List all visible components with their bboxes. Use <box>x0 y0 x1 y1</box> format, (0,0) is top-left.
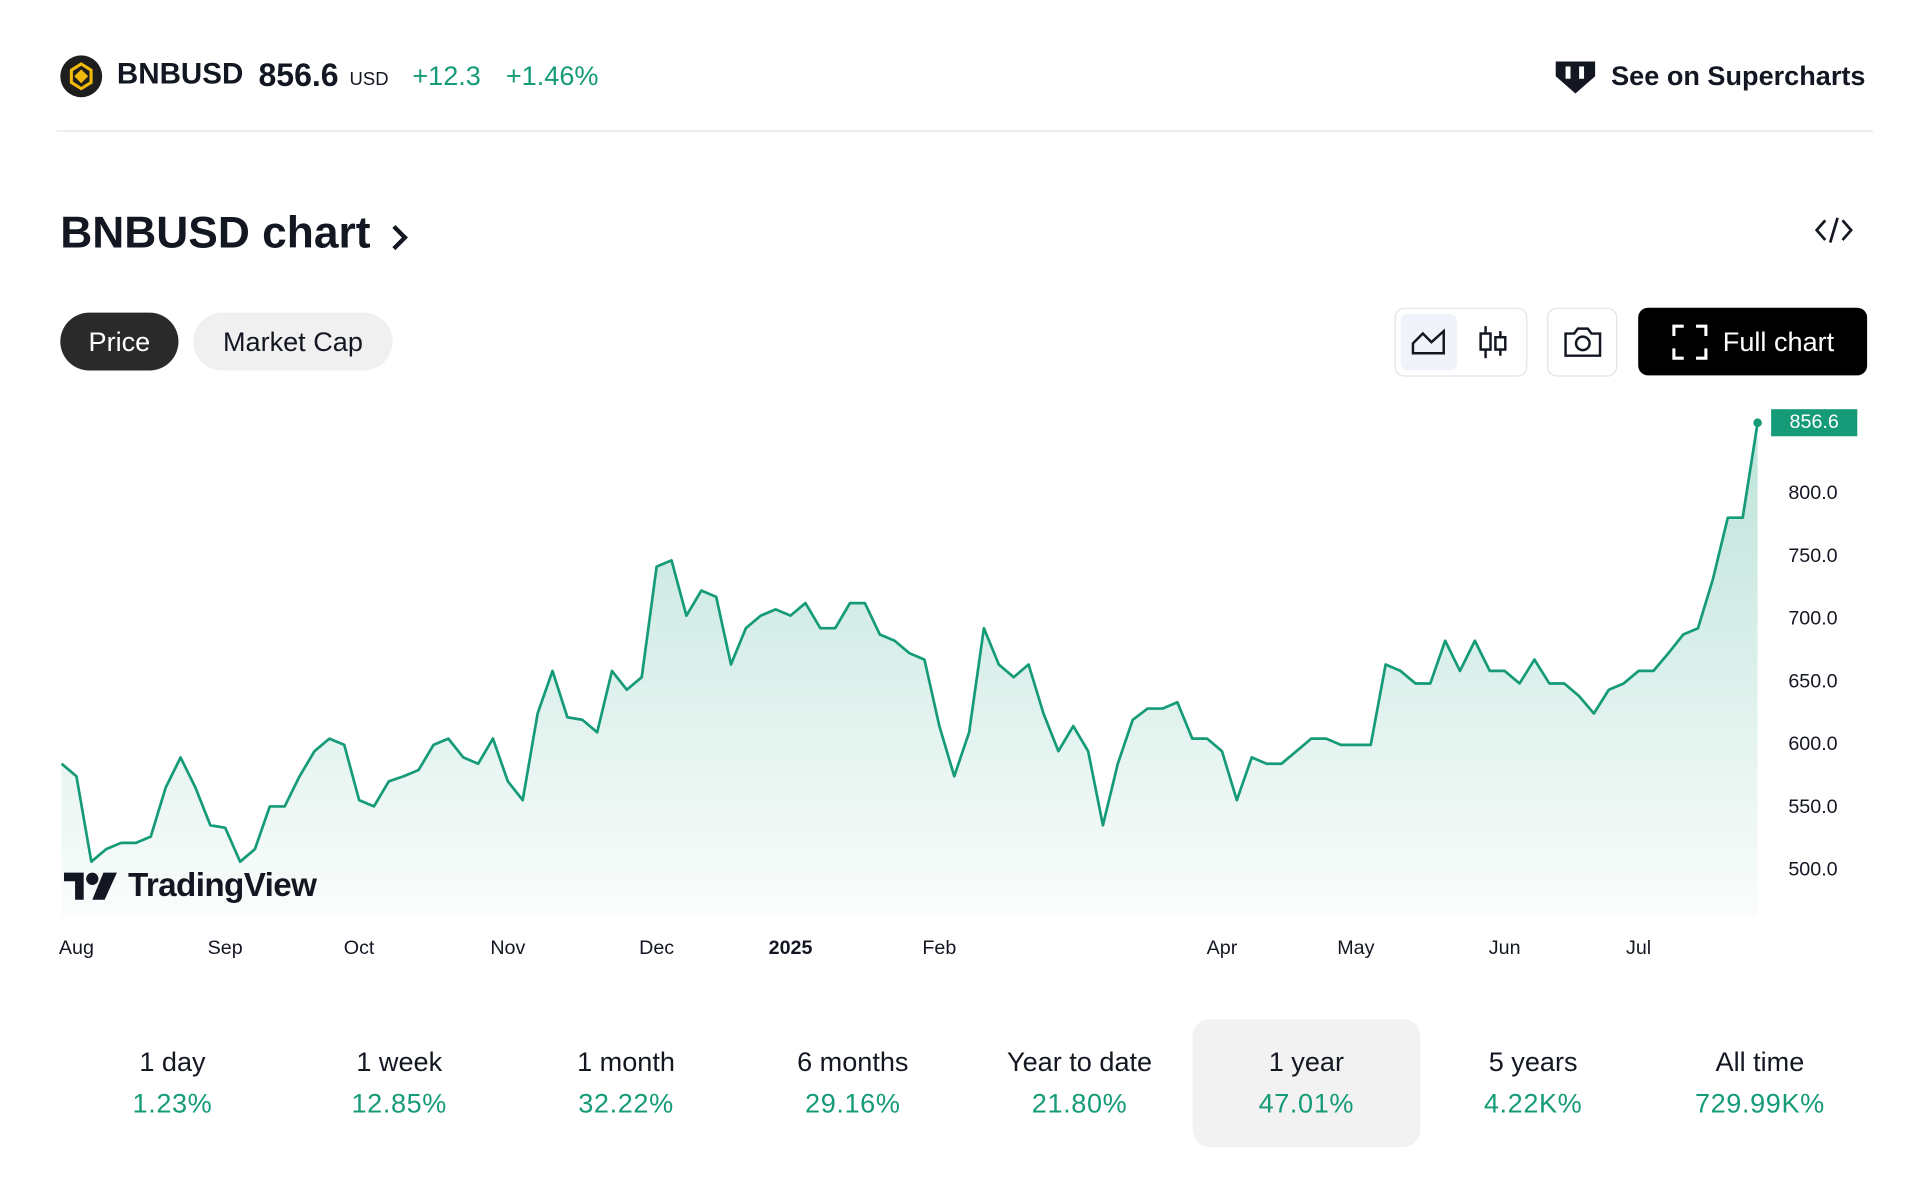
x-tick-label: 2025 <box>769 937 813 959</box>
period-change: 32.22% <box>578 1088 674 1119</box>
period-selector: 1 day 1.23% 1 week 12.85% 1 month 32.22% 6 mon… <box>59 1019 1874 1148</box>
chart: 500.0 550.0 600.0 650.0 700.0 750.0 800.0 Aug Se… <box>59 409 1858 959</box>
full-chart-button[interactable]: Full chart <box>1638 307 1868 376</box>
change: +12.3 <box>412 60 481 92</box>
period[interactable]: 6 months 29.16% <box>739 1019 966 1147</box>
y-tick-label: 600.0 <box>1788 733 1837 755</box>
y-tick-label: 550.0 <box>1788 796 1837 818</box>
y-tick-label: 750.0 <box>1788 545 1837 567</box>
currency: USD <box>349 68 389 90</box>
expand-icon <box>1672 324 1708 360</box>
last-point <box>1753 418 1762 428</box>
watermark-text: TradingView <box>128 866 317 904</box>
period-change: 4.22K% <box>1483 1088 1583 1119</box>
period-label: 1 week <box>356 1046 443 1077</box>
area-icon <box>1411 328 1445 355</box>
last-value-tag <box>1771 409 1858 437</box>
x-tick-label: Feb <box>922 937 956 959</box>
y-tick-label: 700.0 <box>1788 608 1837 630</box>
period[interactable]: 1 day 1.23% <box>59 1019 286 1147</box>
y-tick-label: 650.0 <box>1788 670 1837 692</box>
supercharts-icon[interactable] <box>1553 54 1597 98</box>
period-label: 1 year <box>1268 1046 1344 1077</box>
period-change: 12.85% <box>351 1088 448 1119</box>
symbol: BNBUSD <box>116 57 244 92</box>
y-tick-label: 500.0 <box>1788 859 1837 881</box>
candle-icon[interactable] <box>1477 324 1509 361</box>
period-change: 729.99K% <box>1694 1088 1825 1119</box>
period[interactable]: All time 729.99K% <box>1647 1019 1874 1147</box>
chevron <box>392 224 408 251</box>
area <box>61 422 1758 917</box>
x-tick-label: Oct <box>344 937 375 959</box>
period-change: 21.80% <box>1031 1088 1128 1119</box>
chart-style-group <box>1394 307 1528 377</box>
period[interactable]: 5 years 4.22K% <box>1420 1019 1647 1147</box>
coin-logo <box>60 55 103 98</box>
period-label: Year to date <box>1007 1046 1153 1077</box>
change-percent: +1.46% <box>505 60 599 92</box>
period-label: 1 day <box>139 1046 206 1077</box>
line-style-button[interactable] <box>1400 313 1458 371</box>
section-title[interactable]: BNBUSD chart <box>60 206 371 258</box>
period-label: 5 years <box>1488 1046 1578 1077</box>
x-tick-label: Aug <box>59 937 94 959</box>
tab[interactable]: Price <box>60 312 179 371</box>
tab[interactable]: Market Cap <box>193 312 393 371</box>
full-chart-label: Full chart <box>1722 325 1835 357</box>
embed-icon[interactable] <box>1814 214 1853 246</box>
period-label: All time <box>1715 1046 1805 1077</box>
period[interactable]: 1 week 12.85% <box>286 1019 513 1147</box>
x-tick-label: Apr <box>1207 937 1238 959</box>
x-tick-label: Jul <box>1626 937 1651 959</box>
period[interactable]: 1 month 32.22% <box>513 1019 740 1147</box>
x-tick-label: May <box>1337 937 1374 959</box>
price: 856.6 <box>258 56 339 94</box>
y-tick-label: 800.0 <box>1788 482 1837 504</box>
period-change: 47.01% <box>1258 1088 1355 1119</box>
x-tick-label: Sep <box>208 937 243 959</box>
x-tick-label: Jun <box>1489 937 1521 959</box>
x-tick-label: Nov <box>490 937 525 959</box>
period-label: 1 month <box>577 1046 675 1077</box>
camera-icon <box>1564 327 1602 357</box>
supercharts-link[interactable]: See on Supercharts <box>1611 60 1866 92</box>
period-change: 29.16% <box>805 1088 901 1119</box>
x-tick-label: Dec <box>639 937 674 959</box>
tv-logo <box>64 872 117 900</box>
price-line <box>60 422 1759 864</box>
snapshot-button[interactable] <box>1547 307 1618 377</box>
period[interactable]: Year to date 21.80% <box>966 1019 1193 1147</box>
period-label: 6 months <box>797 1046 909 1077</box>
watermark: TradingView <box>64 866 317 904</box>
last-value-label: 856.6 <box>1790 411 1839 433</box>
period[interactable]: 1 year 47.01% <box>1192 1019 1420 1148</box>
separator <box>56 130 1874 132</box>
period-change: 1.23% <box>132 1088 213 1119</box>
